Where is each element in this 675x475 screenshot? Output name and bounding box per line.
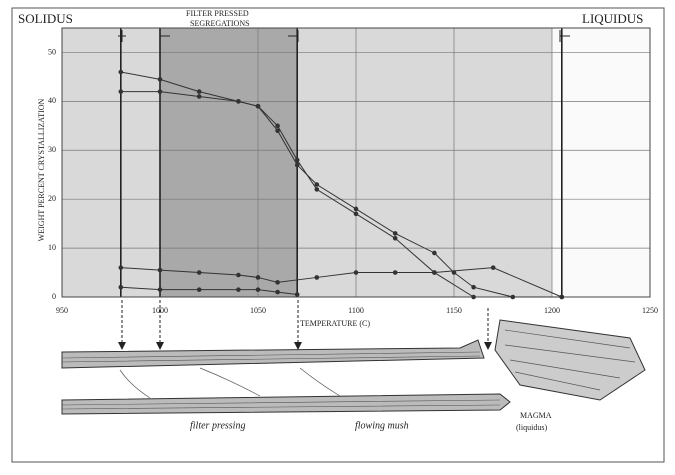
magma-label: MAGMA [520,411,552,420]
data-point [118,89,124,94]
liquidus-label: LIQUIDUS [582,11,643,26]
data-point [236,99,241,104]
data-point [294,157,300,163]
data-point [559,294,565,300]
data-point [275,289,280,295]
data-point [432,270,437,275]
data-point [275,280,280,285]
data-point [392,270,398,275]
data-point [314,187,320,192]
data-point [157,267,163,273]
data-point [255,103,261,109]
x-tick-label: 1100 [348,306,364,315]
data-point [510,294,516,300]
y-tick-label: 20 [48,194,56,203]
data-point [157,287,163,292]
data-point [294,292,300,297]
data-point [196,270,202,275]
data-point [196,287,202,292]
bracket-arrows [118,30,570,42]
data-point [314,275,320,280]
data-point [314,182,320,187]
flow-diagram [61,300,646,415]
filter-label: SEGREGATIONS [190,19,250,28]
data-point [255,275,261,280]
series-line [120,267,562,298]
filter-pressing-label: filter pressing [190,420,245,431]
y-tick-label: 40 [48,96,56,105]
data-point [353,206,359,212]
data-point [118,284,124,290]
data-point [294,162,300,168]
y-tick-label: 10 [48,243,56,252]
solidus-label: SOLIDUS [18,11,73,26]
data-point [490,265,496,270]
data-point [471,294,476,300]
data-point [432,250,437,256]
data-point [392,236,398,241]
x-tick-label: 950 [56,306,68,315]
data-point [353,211,359,217]
data-point [118,69,124,75]
data-point [118,265,124,270]
data-point [471,284,476,290]
data-point [275,128,280,134]
plot-border [61,27,651,298]
data-point [255,287,261,292]
series-line [120,71,474,298]
data-point [157,77,163,82]
y-tick-label: 50 [48,47,56,56]
y-tick-label: 0 [52,292,56,301]
shaded-region [62,28,552,297]
frame [11,7,665,463]
liquidus-paren-label: (liquidus) [516,423,547,432]
data-point [392,231,398,236]
data-point [196,94,202,99]
flowing-mush-label: flowing mush [355,420,409,431]
x-tick-label: 1200 [544,306,560,315]
x-tick-label: 1050 [250,306,266,315]
shaded-region [160,28,298,297]
data-point [236,272,241,278]
x-tick-label: 1250 [642,306,658,315]
data-point [157,89,163,94]
y-tick-label: 30 [48,145,56,154]
x-axis-label: TEMPERATURE (C) [300,319,370,328]
y-axis-label: WEIGHT PERCENT CRYSTALLIZATION [37,98,46,241]
data-point [275,123,280,129]
filter-label: FILTER PRESSED [186,9,249,18]
data-point [353,270,359,275]
data-point [236,287,241,292]
data-point [196,89,202,94]
x-tick-label: 1150 [446,306,462,315]
